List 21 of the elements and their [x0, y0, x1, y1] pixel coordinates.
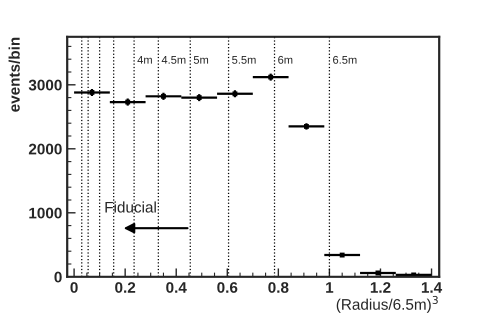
x-tick-label: 1 [326, 282, 334, 293]
x-tick-label: 1.2 [370, 282, 390, 293]
x-tick-label: 0 [70, 282, 78, 293]
ref-line-label: 6.5m [333, 56, 356, 64]
ref-line-label: 6m [278, 56, 292, 64]
ref-line-label: 5m [194, 56, 208, 64]
y-axis-title: events/bin [8, 38, 20, 112]
x-tick-label: 0.4 [166, 282, 187, 293]
x-tick-label: 0.2 [115, 282, 136, 293]
annotation: Fiducial [105, 201, 156, 213]
y-tick-label: 0 [54, 272, 62, 282]
ref-line-label: 4m [137, 56, 152, 64]
x-axis-title: (Radius/6.5m)$^{3}$ [336, 296, 438, 313]
y-tick-label: 1000 [29, 208, 62, 218]
ref-line-label: 5.5m [232, 56, 256, 64]
ref-line-label: 4.5m [162, 56, 186, 64]
y-tick-label: 2000 [28, 144, 62, 154]
y-tick-label: 3000 [28, 80, 62, 91]
x-tick-label: 0.8 [268, 282, 288, 293]
x-tick-label: 1.4 [422, 282, 442, 293]
x-tick-label: 0.6 [217, 282, 238, 293]
